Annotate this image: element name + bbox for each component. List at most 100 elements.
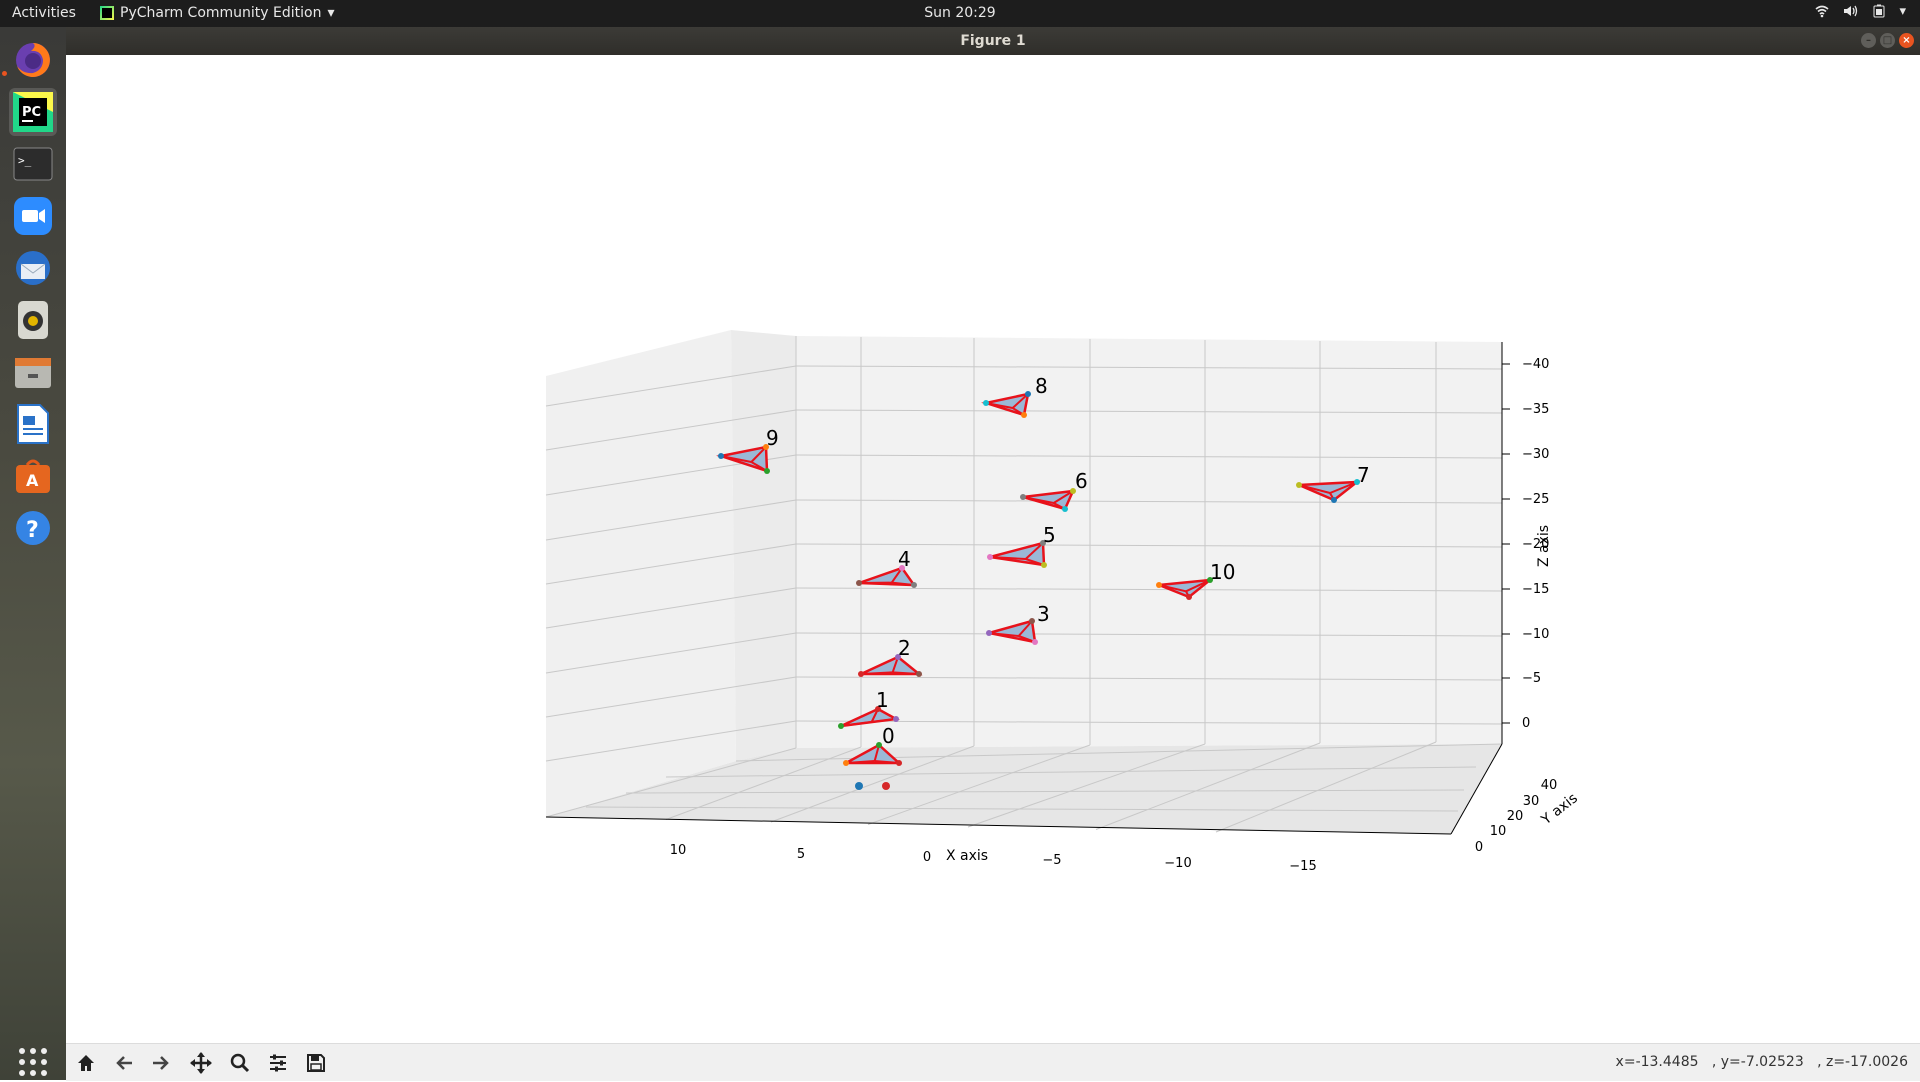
chevron-down-icon: ▾ [327,5,334,21]
triangle-vertex [764,468,770,474]
triangle-vertex [896,760,902,766]
app-menu[interactable]: PyCharm Community Edition ▾ [100,5,335,21]
zoom-app-icon[interactable] [9,192,57,240]
z-axis-label: Z axis [1536,525,1552,567]
svg-text:>_: >_ [18,154,32,167]
z-tick-label: −35 [1522,402,1549,417]
zoom-icon[interactable] [226,1049,254,1077]
svg-text:A: A [26,471,39,490]
triangle-vertex [1029,618,1035,624]
close-button[interactable]: × [1899,33,1914,48]
x-tick-labels: 10 5 0 −5 −10 −15 [670,843,1317,874]
x-tick-label: −5 [1042,853,1061,868]
configure-icon[interactable] [264,1049,292,1077]
triangle-vertex [1186,594,1192,600]
battery-icon [1873,4,1885,22]
triangle-vertex [983,400,989,406]
triangle-vertex [1025,391,1031,397]
triangle-label: 1 [876,688,889,712]
app-menu-label: PyCharm Community Edition [120,5,321,21]
terminal-icon[interactable]: >_ [9,140,57,188]
z-tick-label: −30 [1522,447,1549,462]
z-tick-label: −15 [1522,582,1549,597]
triangle-label: 3 [1037,602,1050,626]
system-tray[interactable]: ▾ [1815,4,1906,22]
x-tick-label: 5 [797,847,805,862]
triangle-label: 10 [1210,560,1235,584]
triangle-vertex [986,630,992,636]
maximize-button[interactable]: □ [1880,33,1895,48]
window-titlebar[interactable]: Figure 1 – □ × [66,27,1920,55]
x-axis-label: X axis [946,848,988,864]
volume-icon [1843,4,1859,22]
running-indicator [2,71,7,76]
y-tick-label: 0 [1475,840,1483,855]
z-tick-label: −40 [1522,357,1549,372]
writer-icon[interactable] [9,400,57,448]
home-icon[interactable] [72,1049,100,1077]
y-tick-label: 30 [1523,794,1540,809]
z-tick-label: −10 [1522,627,1549,642]
triangle-vertex [843,760,849,766]
triangle-label: 8 [1035,374,1048,398]
top-bar: Activities PyCharm Community Edition ▾ S… [0,0,1920,27]
triangle-vertex [1041,562,1047,568]
triangle-vertex [856,580,862,586]
triangle-label: 5 [1043,523,1056,547]
x-tick-label: 10 [670,843,687,858]
triangle-vertex [858,671,864,677]
pycharm-small-icon [100,6,114,20]
y-tick-label: 20 [1507,809,1524,824]
side-pane [546,330,736,817]
svg-text:PC: PC [22,105,41,120]
triangle-vertex [916,671,922,677]
triangle-label: 0 [882,724,895,748]
pan-icon[interactable] [187,1049,215,1077]
dock: PC >_ A ? [0,27,66,1080]
z-tick-label: 0 [1522,716,1530,731]
pycharm-icon[interactable]: PC [9,88,57,136]
triangle-vertex [1296,482,1302,488]
cursor-coordinates: x=-13.4485 , y=-7.02523 , z=-17.0026 [1616,1054,1908,1070]
show-applications-icon[interactable] [9,1042,57,1082]
back-pane [796,336,1502,748]
window-title: Figure 1 [66,33,1920,49]
save-icon[interactable] [302,1049,330,1077]
software-icon[interactable]: A [9,452,57,500]
origin-point-red [882,782,890,790]
triangle-vertex [1032,639,1038,645]
system-menu-chevron-icon: ▾ [1899,4,1906,22]
files-icon[interactable] [9,348,57,396]
activities-button[interactable]: Activities [12,5,76,21]
triangle-vertex [1331,497,1337,503]
origin-point-blue [855,782,863,790]
triangle-label: 2 [898,636,911,660]
matplotlib-toolbar: x=-13.4485 , y=-7.02523 , z=-17.0026 [66,1043,1920,1081]
y-tick-label: 10 [1490,824,1507,839]
rhythmbox-icon[interactable] [9,296,57,344]
x-tick-label: −15 [1289,859,1316,874]
svg-text:?: ? [26,518,39,543]
wifi-icon [1815,4,1829,22]
x-tick-label: 0 [923,850,931,865]
triangle-label: 6 [1075,469,1088,493]
triangle-label: 4 [898,547,911,571]
y-axis-label: Y axis [1538,790,1581,829]
triangle-vertex [838,723,844,729]
triangle-vertex [1062,506,1068,512]
z-tick-label: −5 [1522,671,1541,686]
triangle-vertex [1020,494,1026,500]
minimize-button[interactable]: – [1861,33,1876,48]
x-tick-label: −10 [1164,856,1191,871]
triangle-vertex [911,582,917,588]
z-tick-label: −25 [1522,492,1549,507]
firefox-icon[interactable] [9,36,57,84]
forward-icon[interactable] [147,1049,175,1077]
thunderbird-icon[interactable] [9,244,57,292]
triangle-vertex [987,554,993,560]
help-icon[interactable]: ? [9,504,57,552]
back-icon[interactable] [110,1049,138,1077]
triangle-label: 9 [766,426,779,450]
